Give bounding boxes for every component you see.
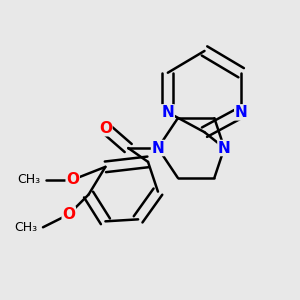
Text: O: O [62, 207, 75, 222]
Text: CH₃: CH₃ [17, 173, 40, 186]
Text: O: O [99, 121, 112, 136]
Text: N: N [152, 140, 164, 155]
Text: O: O [66, 172, 79, 187]
Text: N: N [235, 105, 247, 120]
Text: CH₃: CH₃ [14, 221, 37, 234]
Text: N: N [218, 140, 231, 155]
Text: N: N [161, 105, 174, 120]
